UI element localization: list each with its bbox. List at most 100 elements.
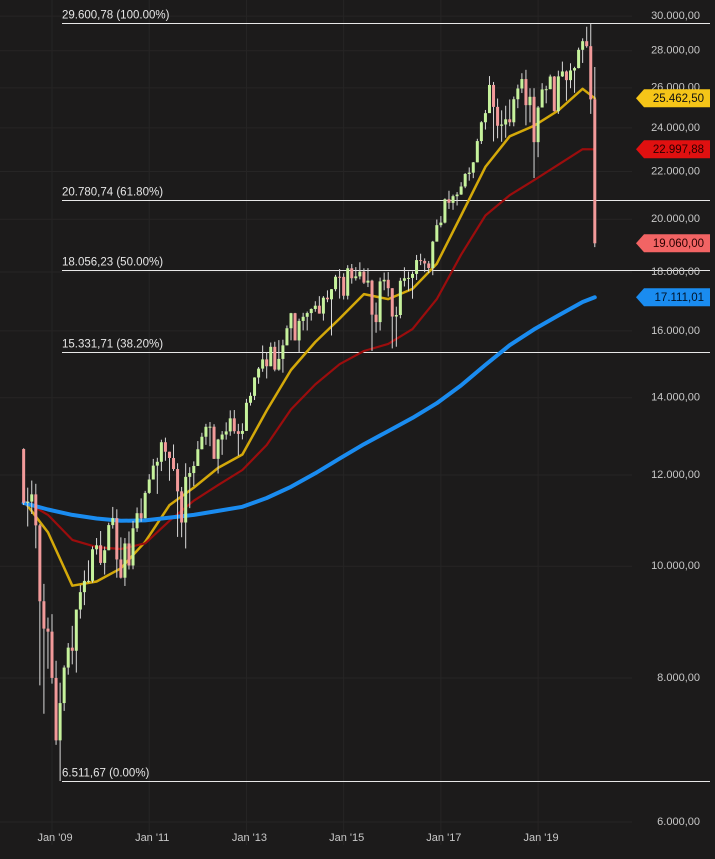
fib-levels: 29.600,78 (100.00%) 20.780,74 (61.80%) 18.…	[62, 10, 710, 782]
candle-body	[386, 279, 390, 289]
candle-body	[378, 281, 382, 323]
candle-body	[321, 297, 325, 314]
candle-body	[593, 99, 597, 244]
candle-body	[568, 70, 572, 81]
candle-body	[366, 280, 370, 283]
candle-body	[577, 49, 581, 69]
candle-body	[54, 677, 58, 741]
candle-body	[58, 703, 62, 741]
candle-body	[248, 395, 252, 403]
candle-body	[297, 320, 301, 341]
level-label: 20.780,74 (61.80%)	[62, 187, 163, 199]
candle-body	[155, 461, 159, 466]
candle-body	[261, 359, 265, 369]
y-tick-label: 30.000,00	[651, 10, 700, 22]
candle-body	[38, 525, 42, 602]
candle-body	[463, 173, 467, 187]
price-tags: 25.462,50 22.997,88 19.060,00 17.111,01	[636, 89, 710, 307]
candle-body	[512, 99, 516, 123]
candle-body	[277, 358, 281, 370]
candle-body	[394, 315, 398, 317]
price-tag-label: 19.060,00	[653, 238, 704, 250]
y-tick-label: 22.000,00	[651, 165, 700, 177]
candle-body	[127, 543, 131, 566]
candle-body	[338, 276, 342, 278]
candle-body	[382, 279, 386, 282]
price-tag-label: 17.111,01	[655, 292, 704, 304]
grid	[0, 0, 632, 845]
candle-body	[540, 89, 544, 108]
candle-body	[390, 288, 394, 317]
candle-body	[334, 276, 338, 290]
candle-body	[151, 465, 155, 480]
candle-body	[273, 346, 277, 370]
candle-body	[524, 79, 528, 106]
candle-body	[325, 297, 329, 300]
candle-body	[560, 71, 564, 77]
candles	[22, 23, 597, 782]
candle-body	[532, 96, 536, 143]
candle-body	[427, 263, 431, 269]
candle-body	[479, 122, 483, 142]
candle-body	[374, 314, 378, 323]
candle-body	[220, 434, 224, 440]
candle-body	[82, 580, 86, 593]
price-tag	[636, 288, 710, 307]
candle-body	[475, 141, 479, 163]
level-label: 15.331,71 (38.20%)	[62, 339, 163, 351]
candle-body	[253, 377, 257, 396]
candle-body	[91, 549, 95, 581]
candle-body	[99, 545, 103, 563]
candle-body	[139, 513, 143, 519]
candle-body	[269, 346, 273, 367]
candle-body	[70, 647, 74, 651]
candle-body	[487, 84, 491, 114]
candle-body	[419, 260, 423, 262]
candle-body	[406, 277, 410, 279]
candle-body	[439, 222, 443, 226]
candle-body	[159, 442, 163, 462]
candle-body	[192, 465, 196, 474]
candle-body	[447, 199, 451, 203]
candle-body	[163, 442, 167, 452]
candle-body	[362, 271, 366, 283]
candle-body	[167, 451, 171, 458]
candle-body	[317, 305, 321, 314]
candle-body	[232, 418, 236, 432]
candle-body	[236, 431, 240, 434]
candle-body	[281, 345, 285, 359]
candle-body	[208, 426, 212, 428]
price-tag-label: 22.997,88	[653, 144, 704, 156]
candle-body	[86, 580, 90, 582]
y-tick-label: 28.000,00	[651, 45, 700, 57]
candle-body	[508, 119, 512, 123]
candle-body	[528, 96, 532, 106]
candle-body	[240, 430, 244, 434]
candle-body	[585, 41, 589, 47]
candle-body	[548, 76, 552, 90]
candle-body	[467, 172, 471, 174]
candle-body	[135, 513, 139, 529]
candle-body	[471, 162, 475, 173]
candle-body	[78, 592, 82, 610]
x-tick-label: Jan '13	[232, 832, 267, 844]
candle-body	[402, 278, 406, 281]
candle-body	[346, 268, 350, 296]
candle-body	[66, 647, 70, 668]
candle-body	[492, 84, 496, 107]
x-tick-label: Jan '15	[329, 832, 364, 844]
y-tick-label: 18.000,00	[651, 266, 700, 278]
candle-body	[62, 667, 66, 704]
candle-body	[431, 241, 435, 269]
candle-body	[107, 525, 111, 551]
candle-body	[285, 328, 289, 346]
price-tag-label: 25.462,50	[653, 93, 704, 105]
candle-body	[131, 528, 135, 566]
candle-body	[552, 76, 556, 112]
candle-body	[411, 273, 415, 278]
candle-body	[504, 119, 508, 125]
candle-body	[22, 449, 26, 503]
price-tag	[636, 140, 710, 159]
candle-body	[212, 426, 216, 459]
